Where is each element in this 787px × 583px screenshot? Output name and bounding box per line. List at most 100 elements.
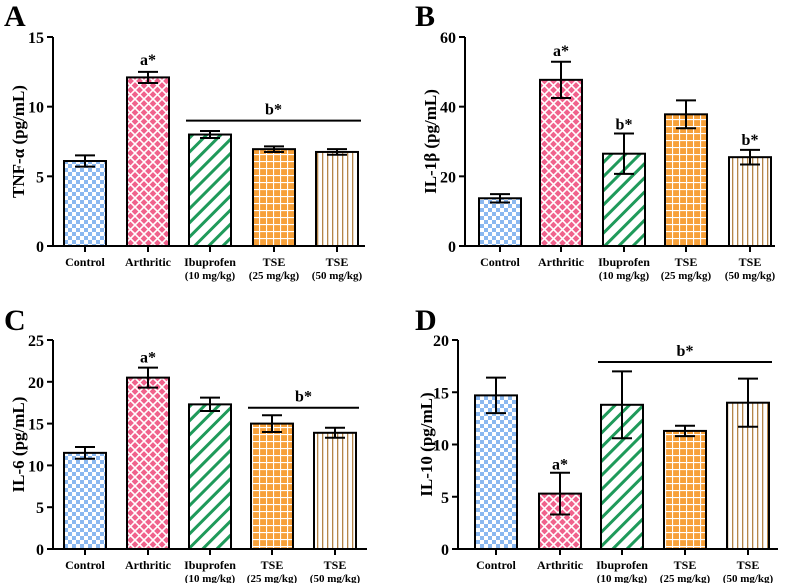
significance-label: a* — [553, 43, 569, 60]
y-axis-label: TNF-α (pg/mL) — [9, 85, 28, 198]
panel-d: D IL-10 (pg/mL) 0 5 10 15 20 Control Arthritic Ib… — [415, 304, 778, 583]
bar — [315, 150, 359, 247]
x-tick-label: Ibuprofen — [596, 558, 648, 572]
y-tick-label: 15 — [28, 30, 44, 47]
x-tick-sublabel: (10 mg/kg) — [599, 270, 650, 282]
x-tick-sublabel: (50 mg/kg) — [725, 270, 776, 282]
bar — [539, 78, 583, 247]
error-bar — [75, 446, 95, 460]
significance-label: a* — [140, 52, 156, 69]
y-tick-label: 0 — [36, 239, 44, 256]
significance-label: b* — [295, 389, 312, 406]
significance-label: b* — [742, 132, 759, 149]
y-tick-label: 0 — [448, 239, 456, 256]
x-tick-label: Control — [65, 255, 105, 269]
panel-a: A TNF-α (pg/mL) 0 5 10 15 Control Arthritic Ibup… — [4, 0, 365, 282]
x-tick-sublabel: (25 mg/kg) — [660, 573, 711, 583]
x-tick-label: TSE — [263, 255, 286, 269]
error-bar — [262, 414, 282, 433]
x-tick-label: TSE — [261, 558, 284, 572]
y-tick-label: 0 — [441, 542, 449, 559]
error-bar — [612, 370, 632, 440]
x-tick-label: Ibuprofen — [598, 255, 650, 269]
error-bar — [675, 424, 695, 438]
error-bar — [676, 99, 696, 130]
error-bar — [325, 426, 345, 439]
error-bar — [200, 396, 220, 413]
y-tick-label: 15 — [433, 385, 449, 402]
x-tick-sublabel: (50 mg/kg) — [312, 270, 363, 282]
bar — [478, 197, 522, 248]
error-bar — [614, 132, 634, 175]
bar — [252, 148, 296, 247]
significance-label: b* — [265, 102, 282, 119]
y-tick-label: 5 — [36, 169, 44, 186]
y-tick-label: 10 — [433, 438, 449, 455]
x-tick-label: Ibuprofen — [184, 255, 236, 269]
x-tick-sublabel: (10 mg/kg) — [185, 573, 236, 583]
error-bar — [327, 148, 347, 156]
error-bar — [75, 154, 95, 168]
significance-label: a* — [140, 350, 156, 367]
y-axis-label: IL-1β (pg/mL) — [421, 89, 440, 194]
x-tick-label: TSE — [674, 558, 697, 572]
y-tick-label: 5 — [441, 490, 449, 507]
x-tick-label: TSE — [737, 558, 760, 572]
x-tick-label: TSE — [324, 558, 347, 572]
panel-c: C IL-6 (pg/mL) 0 5 10 15 20 25 Control Arthritic I… — [4, 304, 367, 583]
bar — [126, 376, 170, 550]
error-bar — [138, 70, 158, 84]
x-tick-sublabel: (50 mg/kg) — [723, 573, 774, 583]
bar — [188, 403, 232, 551]
x-tick-label: Ibuprofen — [184, 558, 236, 572]
panel-letter: B — [415, 0, 435, 33]
error-bar — [551, 60, 571, 99]
y-tick-label: 60 — [440, 30, 456, 47]
bar — [188, 133, 232, 248]
x-tick-label: TSE — [326, 255, 349, 269]
bar — [63, 160, 107, 247]
y-tick-label: 0 — [36, 542, 44, 559]
panel-letter: D — [415, 304, 437, 337]
x-tick-label: Control — [476, 558, 516, 572]
error-bar — [550, 471, 570, 516]
x-tick-sublabel: (10 mg/kg) — [597, 573, 648, 583]
significance-label: a* — [552, 457, 568, 474]
panel-letter: A — [4, 0, 26, 33]
y-tick-label: 15 — [28, 417, 44, 434]
bar — [474, 394, 518, 551]
y-tick-label: 20 — [433, 333, 449, 350]
y-tick-label: 40 — [440, 100, 456, 117]
y-tick-label: 10 — [28, 100, 44, 117]
error-bar — [740, 148, 760, 166]
x-tick-label: Control — [480, 255, 520, 269]
error-bar — [264, 145, 284, 153]
error-bar — [200, 130, 220, 140]
x-tick-label: Arthritic — [538, 255, 585, 269]
y-tick-label: 25 — [28, 333, 44, 350]
error-bar — [486, 376, 506, 415]
error-bar — [738, 377, 758, 428]
y-axis-label: IL-6 (pg/mL) — [9, 397, 28, 493]
x-tick-sublabel: (25 mg/kg) — [661, 270, 712, 282]
x-tick-label: Arthritic — [125, 255, 172, 269]
x-tick-sublabel: (25 mg/kg) — [249, 270, 300, 282]
y-tick-label: 20 — [440, 169, 456, 186]
bar — [663, 429, 707, 551]
x-tick-sublabel: (10 mg/kg) — [185, 270, 236, 282]
bar — [313, 431, 357, 550]
error-bar — [138, 366, 158, 389]
x-tick-label: TSE — [739, 255, 762, 269]
x-tick-sublabel: (50 mg/kg) — [310, 573, 361, 583]
bar — [63, 451, 107, 550]
x-tick-label: TSE — [675, 255, 698, 269]
panel-letter: C — [4, 304, 26, 337]
x-tick-label: Arthritic — [125, 558, 172, 572]
y-tick-label: 20 — [28, 375, 44, 392]
y-tick-label: 5 — [36, 500, 44, 517]
bar — [728, 156, 772, 247]
significance-label: b* — [616, 116, 633, 133]
x-tick-label: Control — [65, 558, 105, 572]
significance-label: b* — [677, 343, 694, 360]
